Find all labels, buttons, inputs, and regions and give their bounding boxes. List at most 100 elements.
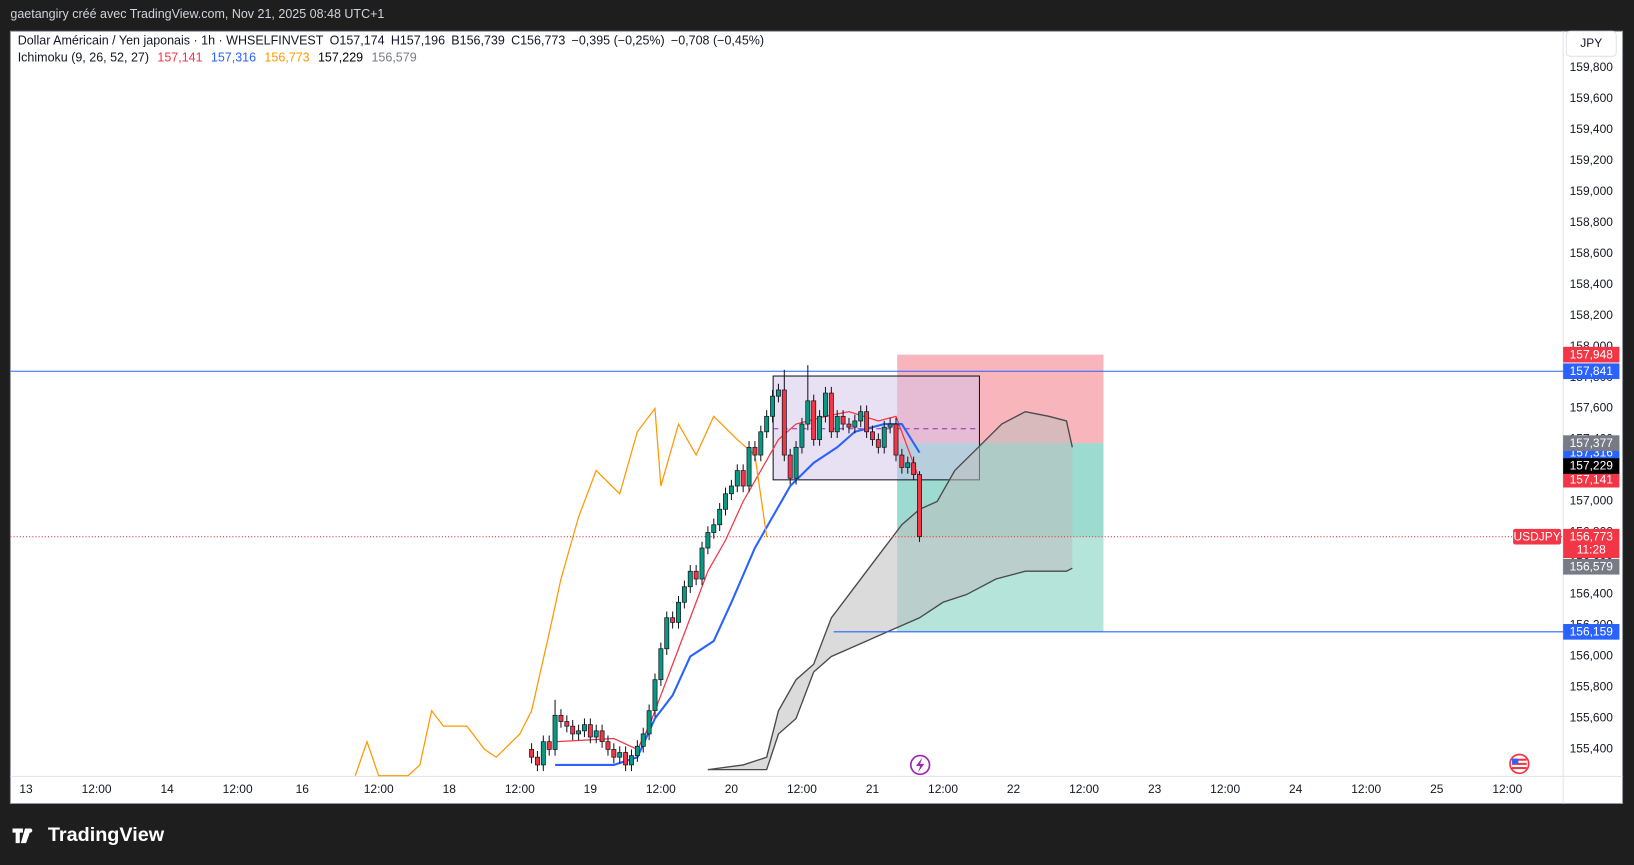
y-tick-label: 158,400 bbox=[1570, 277, 1614, 291]
candle-body bbox=[599, 730, 605, 743]
candle-body bbox=[781, 389, 787, 456]
candle-body bbox=[576, 730, 582, 735]
cloud-fill bbox=[707, 411, 1073, 770]
candle-body bbox=[693, 570, 699, 580]
x-tick-label: 16 bbox=[296, 782, 310, 796]
flag-icon[interactable] bbox=[1509, 753, 1530, 775]
candle-body bbox=[823, 392, 828, 417]
x-tick-label: 12:00 bbox=[787, 782, 817, 796]
candle-body bbox=[917, 474, 922, 538]
tenkan-label-bg bbox=[1563, 471, 1620, 488]
candle-body bbox=[817, 415, 823, 440]
indicator-value: 156,773 bbox=[264, 51, 309, 65]
time-axis: 13 12:00 14 12:00 16 12:00 18 12:00 19 12:00 20 12:… bbox=[19, 782, 1522, 796]
y-tick-label: 158,200 bbox=[1570, 308, 1614, 322]
x-tick-label: 12:00 bbox=[1492, 782, 1522, 796]
candle-body bbox=[570, 725, 576, 735]
x-tick-label: 12:00 bbox=[1069, 782, 1099, 796]
candle-body bbox=[875, 439, 881, 448]
candle-body bbox=[593, 730, 599, 738]
candle-body bbox=[540, 741, 546, 766]
entry-label: 157,377 bbox=[1570, 436, 1614, 450]
y-tick-label: 159,800 bbox=[1570, 60, 1614, 74]
candle-body bbox=[799, 423, 805, 448]
ohlc-key: C bbox=[511, 34, 520, 48]
symbol-title: Dollar Américain / Yen japonais · 1h · W… bbox=[18, 34, 324, 48]
y-tick-label: 158,600 bbox=[1570, 246, 1614, 260]
candle-body bbox=[711, 524, 717, 533]
brand-name: TradingView bbox=[48, 824, 165, 846]
stop-label-bg bbox=[1563, 346, 1620, 363]
x-tick-label: 24 bbox=[1289, 782, 1303, 796]
candle-body bbox=[699, 547, 705, 580]
candle-body bbox=[629, 755, 634, 766]
target-label-bg bbox=[1563, 624, 1620, 640]
candle-body bbox=[670, 617, 676, 623]
candle-body bbox=[746, 446, 752, 487]
indicator-line bbox=[354, 406, 768, 777]
candle-body bbox=[752, 446, 758, 456]
candle-body bbox=[881, 426, 887, 448]
x-tick-label: 13 bbox=[19, 782, 33, 796]
candle-body bbox=[852, 420, 858, 428]
y-tick-label: 159,200 bbox=[1570, 153, 1614, 167]
candle-body bbox=[870, 431, 875, 440]
candle-body bbox=[681, 586, 687, 603]
candle-body bbox=[552, 714, 558, 750]
candle-body bbox=[734, 470, 740, 487]
symbol-tag: USDJPY bbox=[1513, 529, 1560, 543]
y-tick-label: 157,600 bbox=[1570, 401, 1614, 415]
indicator-value: 157,229 bbox=[318, 51, 363, 65]
candle-body bbox=[840, 415, 846, 425]
indicator-value: 157,316 bbox=[211, 51, 256, 65]
candle-body bbox=[828, 392, 834, 433]
candle-body bbox=[793, 446, 799, 479]
candle-body bbox=[617, 752, 623, 758]
candle-body bbox=[676, 601, 681, 623]
y-tick-label: 159,400 bbox=[1570, 122, 1614, 136]
x-tick-label: 12:00 bbox=[928, 782, 958, 796]
currency-label[interactable]: JPY bbox=[1580, 36, 1602, 50]
candle-body bbox=[658, 648, 664, 681]
span-label: 157,229 bbox=[1570, 459, 1614, 473]
candle-body bbox=[687, 570, 693, 588]
candle-body bbox=[640, 733, 646, 747]
candle-body bbox=[858, 411, 864, 422]
entry-label-bg bbox=[1563, 435, 1620, 451]
candle-body bbox=[564, 721, 570, 727]
candle-body bbox=[834, 415, 840, 433]
candle-body bbox=[534, 756, 540, 766]
event-icon[interactable] bbox=[909, 754, 931, 776]
legend: Dollar Américain / Yen japonais · 1h · W… bbox=[18, 34, 764, 65]
candle-body bbox=[717, 508, 723, 526]
stop-label: 157,948 bbox=[1570, 347, 1614, 361]
candle-body bbox=[775, 389, 781, 397]
span-b-label-bg bbox=[1563, 558, 1620, 575]
candle-body bbox=[605, 741, 611, 750]
change: −0,708 (−0,45%) bbox=[671, 34, 764, 48]
candle-body bbox=[611, 749, 617, 758]
candle-body bbox=[764, 415, 770, 433]
x-tick-label: 22 bbox=[1007, 782, 1021, 796]
candle-body bbox=[664, 617, 670, 650]
candle-body bbox=[646, 710, 652, 735]
candle-body bbox=[864, 411, 870, 433]
y-tick-label: 158,800 bbox=[1570, 215, 1614, 229]
candle-body bbox=[899, 454, 905, 468]
candle-body bbox=[911, 462, 917, 475]
candle-body bbox=[805, 400, 811, 425]
candle-body bbox=[728, 485, 734, 495]
x-tick-label: 21 bbox=[866, 782, 880, 796]
candle-body bbox=[787, 454, 793, 479]
ohlc-value: 156,739 bbox=[460, 34, 505, 48]
x-tick-label: 12:00 bbox=[1210, 782, 1240, 796]
ohlc-value: 157,196 bbox=[400, 34, 445, 48]
x-tick-label: 12:00 bbox=[364, 782, 394, 796]
candle-body bbox=[887, 423, 893, 428]
candle-body bbox=[558, 714, 564, 722]
span-label-bg bbox=[1563, 458, 1620, 474]
plot-area bbox=[10, 354, 1564, 777]
currency-button[interactable] bbox=[1565, 30, 1617, 57]
candle-body bbox=[634, 745, 640, 756]
candle-body bbox=[546, 741, 552, 750]
